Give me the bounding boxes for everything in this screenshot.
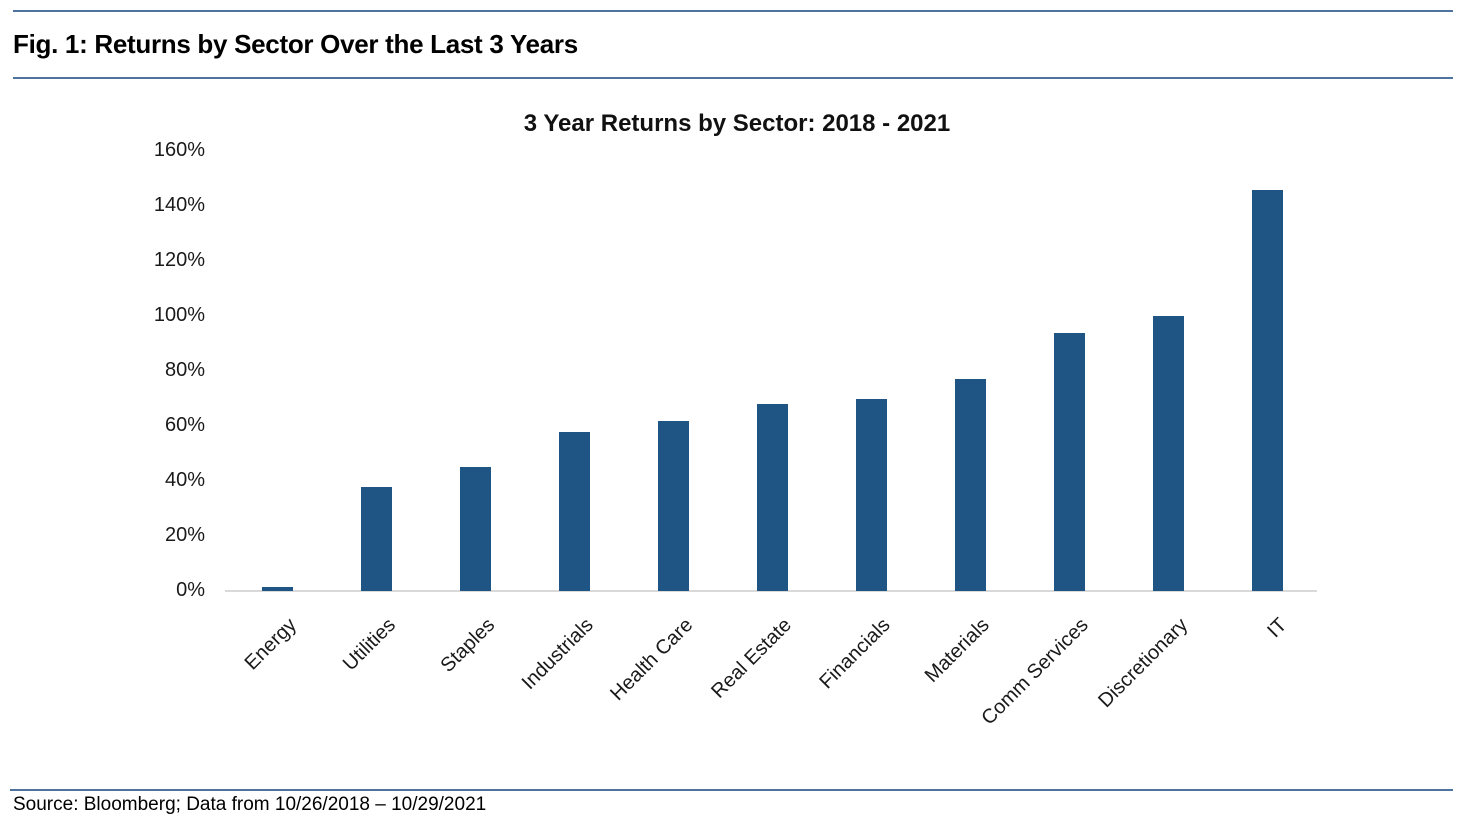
x-label-text: IT	[1262, 614, 1292, 643]
source-note: Source: Bloomberg; Data from 10/26/2018 …	[13, 794, 487, 815]
header-top-rule	[13, 10, 1453, 12]
bar-industrials	[559, 431, 590, 591]
x-label-text: Industrials	[518, 614, 599, 695]
y-tick-label-120: 120%	[153, 249, 205, 272]
chart-title: 3 Year Returns by Sector: 2018 - 2021	[523, 110, 951, 137]
y-tick-label-0: 0%	[176, 579, 205, 602]
y-tick-label-160: 160%	[153, 139, 205, 162]
x-label-text: Staples	[436, 614, 500, 677]
bar-real-estate	[757, 404, 788, 591]
x-label-text: Comm Services	[977, 614, 1094, 730]
bar-materials	[955, 379, 986, 591]
y-axis: 0% 20% 40% 60% 80% 100% 120% 140% 160%	[0, 139, 205, 601]
x-label-text: Discretionary	[1093, 614, 1193, 713]
bar-energy	[262, 586, 293, 591]
bar-comm-services	[1054, 332, 1085, 591]
x-label-text: Health Care	[606, 614, 698, 706]
x-axis: Energy Utilities Staples Industrials Health …	[228, 614, 1317, 774]
y-tick-label-60: 60%	[164, 414, 205, 437]
x-label-text: Real Estate	[707, 614, 797, 703]
x-label-text: Utilities	[338, 614, 401, 676]
x-label-text: Financials	[815, 614, 896, 694]
bar-it	[1252, 189, 1283, 591]
bar-health-care	[658, 420, 689, 591]
figure-caption: Fig. 1: Returns by Sector Over the Last …	[13, 29, 578, 59]
y-tick-label-20: 20%	[164, 524, 205, 547]
bar-discretionary	[1153, 316, 1184, 591]
y-tick-label-100: 100%	[153, 304, 205, 327]
footer-rule	[10, 789, 1453, 791]
y-tick-label-40: 40%	[164, 469, 205, 492]
header-bottom-rule	[13, 77, 1453, 79]
x-label-text: Energy	[240, 614, 302, 675]
plot-area	[225, 151, 1317, 592]
x-axis-line	[225, 590, 1317, 592]
bar-staples	[460, 467, 491, 591]
x-label-text: Materials	[921, 614, 995, 687]
y-tick-label-140: 140%	[153, 194, 205, 217]
bar-financials	[856, 398, 887, 591]
y-tick-label-80: 80%	[164, 359, 205, 382]
bar-utilities	[361, 486, 392, 591]
